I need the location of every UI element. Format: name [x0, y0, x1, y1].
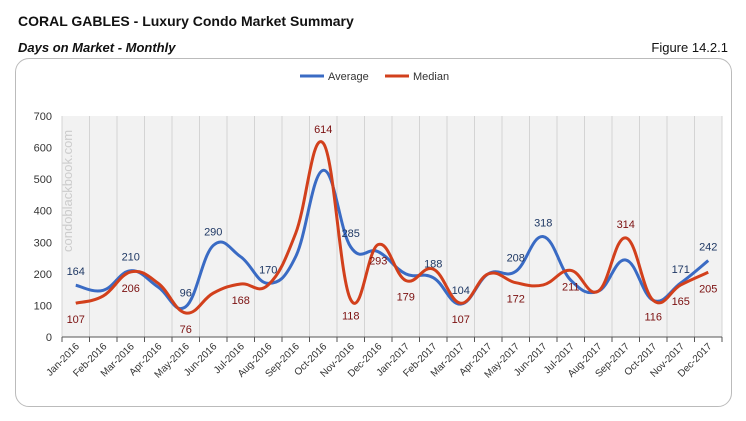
- y-tick-label: 200: [34, 269, 52, 281]
- data-label: 206: [122, 283, 140, 295]
- data-label: 179: [397, 291, 415, 303]
- y-tick-label: 400: [34, 206, 52, 218]
- data-label: 290: [204, 226, 222, 238]
- data-label: 164: [67, 266, 85, 278]
- data-label: 96: [180, 288, 192, 300]
- figure-number: Figure 14.2.1: [651, 40, 728, 55]
- legend-label: Median: [413, 71, 449, 83]
- data-label: 293: [369, 255, 387, 267]
- series-line-median: [75, 140, 709, 315]
- data-label: 211: [562, 281, 580, 293]
- data-label: 76: [180, 324, 192, 336]
- y-tick-label: 600: [34, 143, 52, 155]
- data-label: 205: [699, 283, 717, 295]
- y-tick-label: 700: [34, 111, 52, 123]
- y-tick-label: 100: [34, 300, 52, 312]
- data-label: 285: [342, 228, 360, 240]
- y-tick-label: 300: [34, 237, 52, 249]
- page-title: CORAL GABLES - Luxury Condo Market Summa…: [18, 13, 354, 29]
- data-label: 172: [507, 294, 525, 306]
- data-label: 170: [259, 264, 277, 276]
- watermark: condoblackbook.com: [60, 130, 75, 252]
- y-tick-label: 0: [46, 332, 52, 344]
- y-tick-label: 500: [34, 174, 52, 186]
- data-label: 118: [342, 311, 360, 323]
- data-label: 171: [672, 264, 690, 276]
- legend-label: Average: [328, 71, 369, 83]
- data-label: 104: [452, 285, 470, 297]
- data-label: 242: [699, 242, 717, 254]
- data-label: 116: [644, 311, 662, 323]
- data-label: 107: [452, 314, 470, 326]
- data-label: 614: [314, 124, 332, 136]
- data-label: 314: [617, 219, 635, 231]
- data-label: 168: [232, 295, 250, 307]
- data-label: 208: [507, 252, 525, 264]
- chart-subtitle: Days on Market - Monthly: [18, 40, 176, 55]
- chart-frame: [15, 58, 732, 407]
- data-label: 318: [534, 218, 552, 230]
- data-label: 107: [67, 314, 85, 326]
- data-label: 210: [122, 252, 140, 264]
- data-label: 165: [672, 296, 690, 308]
